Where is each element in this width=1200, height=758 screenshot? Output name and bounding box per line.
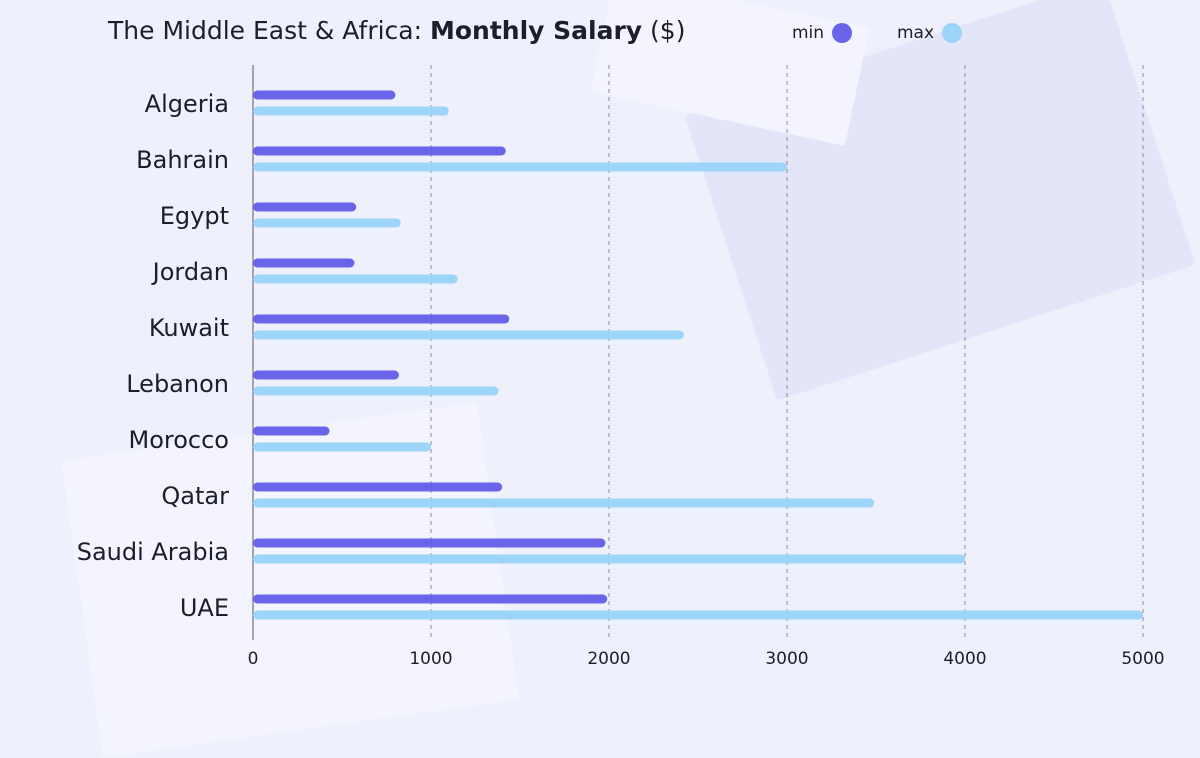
x-tick-label: 2000 bbox=[587, 649, 630, 669]
bar-max bbox=[253, 498, 875, 508]
category-label: Algeria bbox=[145, 90, 229, 118]
category-label: Lebanon bbox=[126, 370, 229, 398]
bar-min bbox=[253, 538, 606, 548]
x-tick-label: 0 bbox=[248, 649, 259, 669]
bar-max bbox=[253, 386, 499, 396]
bar-min bbox=[253, 202, 357, 212]
bar-max bbox=[253, 162, 787, 172]
bar-max bbox=[253, 554, 965, 564]
bar-chart: 0 1000 2000 3000 4000 5000 Algeria Bahrain Egypt… bbox=[77, 65, 1165, 669]
bar-min bbox=[253, 90, 396, 100]
x-tick-label: 3000 bbox=[765, 649, 808, 669]
bar-max bbox=[253, 274, 458, 284]
bar-max bbox=[253, 442, 431, 452]
chart-title-bold: Monthly Salary bbox=[429, 16, 643, 45]
bar-max bbox=[253, 330, 684, 340]
chart-title-prefix: The Middle East & Africa: bbox=[108, 16, 430, 45]
bar-min bbox=[253, 426, 330, 436]
category-label: Egypt bbox=[160, 202, 229, 230]
bar-min bbox=[253, 482, 503, 492]
bar-min bbox=[253, 258, 355, 268]
chart-title: The Middle East & Africa: Monthly Salary… bbox=[108, 16, 685, 45]
bar-min bbox=[253, 594, 608, 604]
category-label: Jordan bbox=[151, 258, 229, 286]
legend-label-min: min bbox=[792, 23, 825, 43]
category-label: Qatar bbox=[161, 482, 229, 510]
x-tick-label: 4000 bbox=[943, 649, 986, 669]
legend-item-min: min bbox=[792, 20, 853, 46]
bar-max bbox=[253, 106, 449, 116]
category-label: Kuwait bbox=[149, 314, 229, 342]
category-label: UAE bbox=[180, 594, 229, 622]
category-label: Saudi Arabia bbox=[77, 538, 229, 566]
bar-max bbox=[253, 610, 1143, 620]
bar-min bbox=[253, 370, 399, 380]
legend-label-max: max bbox=[897, 23, 935, 43]
bar-max bbox=[253, 218, 401, 228]
legend-item-max: max bbox=[897, 20, 963, 46]
x-tick-label: 1000 bbox=[409, 649, 452, 669]
chart-title-suffix: ($) bbox=[642, 16, 686, 45]
legend-swatch-max bbox=[942, 23, 963, 43]
bar-min bbox=[253, 314, 510, 324]
category-label: Morocco bbox=[129, 426, 230, 454]
bar-min bbox=[253, 146, 506, 156]
legend-swatch-min bbox=[832, 23, 853, 43]
x-tick-label: 5000 bbox=[1121, 649, 1164, 669]
category-label: Bahrain bbox=[136, 146, 229, 174]
